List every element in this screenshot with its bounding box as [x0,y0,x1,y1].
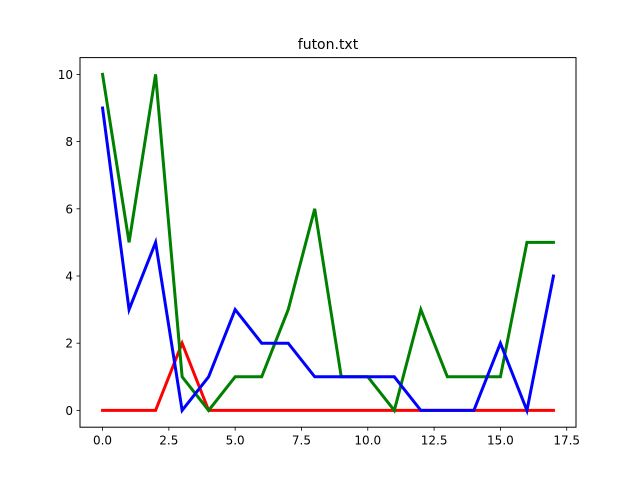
y-axis: 0 2 4 6 8 10 [58,68,80,418]
y-tick-label: 4 [65,270,73,284]
x-tick-label: 5.0 [226,434,245,448]
y-tick-label: 8 [65,135,73,149]
x-tick-label: 15.0 [487,434,514,448]
x-tick-label: 17.5 [553,434,580,448]
y-tick-label: 2 [65,337,73,351]
series-layer [100,72,556,416]
series-line-1 [100,72,555,414]
plot-frame [79,57,577,428]
y-tick-label: 10 [58,68,73,82]
x-tick-label: 12.5 [421,434,448,448]
x-tick-label: 10.0 [354,434,381,448]
x-tick-label: 0.0 [93,434,112,448]
series-line-0 [101,339,555,412]
x-tick-label: 7.5 [292,434,311,448]
y-tick-label: 6 [65,202,73,216]
y-tick-label: 0 [65,404,73,418]
x-tick-label: 2.5 [159,434,178,448]
chart-title: futon.txt [298,37,359,53]
series-line-2 [100,106,556,416]
x-axis: 0.0 2.5 5.0 7.5 10.0 12.5 15.0 17.5 [93,427,580,448]
